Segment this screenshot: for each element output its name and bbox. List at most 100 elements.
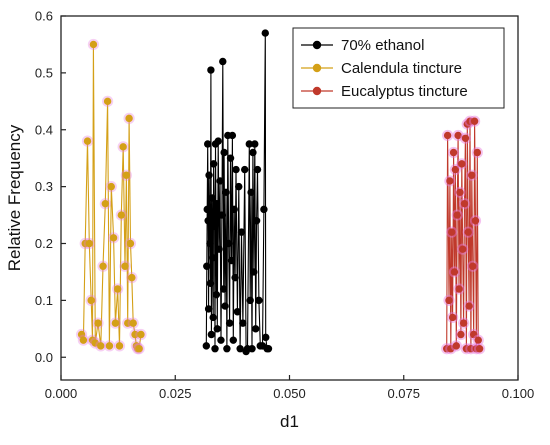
data-point [137,330,145,339]
data-point [211,345,219,353]
data-point [460,199,469,208]
data-point [225,239,233,248]
data-point [459,245,467,253]
data-point [125,114,133,123]
data-point [213,199,221,208]
data-point [131,330,139,339]
data-point [247,188,255,197]
series-line [81,43,142,350]
data-point [94,319,102,327]
data-point [229,336,237,344]
data-point [445,296,453,305]
x-tick-label: 0.050 [273,386,306,401]
data-point [450,268,459,276]
data-point [91,339,99,347]
data-point [217,336,225,344]
y-tick-label: 0.4 [35,122,53,137]
data-point [223,345,231,353]
series-3 [441,115,486,355]
data-point [135,345,143,353]
data-point [227,256,236,265]
data-point [469,330,478,339]
y-tick-label: 0.2 [35,236,53,251]
data-point [219,285,228,293]
data-point [253,165,262,174]
data-point [448,313,457,322]
data-point [209,313,217,322]
data-point [471,217,480,225]
data-point [85,239,94,248]
data-point [83,137,92,145]
data-point [226,154,235,162]
series-2 [75,38,147,355]
y-tick-label: 0.3 [35,179,53,194]
data-point [233,308,242,316]
data-point [255,296,263,305]
legend-marker [312,86,322,96]
data-point [124,319,132,327]
legend-marker [312,40,322,50]
data-point [129,319,137,327]
data-point [117,211,126,219]
y-tick-label: 0.6 [35,9,53,24]
data-point [453,211,461,219]
data-point [121,262,129,270]
data-point [87,296,95,305]
data-point [212,290,221,299]
data-point [230,205,238,214]
data-point [204,305,213,313]
data-point [208,194,216,202]
data-point [204,217,212,225]
data-point [107,182,115,191]
data-point [475,345,484,353]
axis-ticks: 0.000 0.025 0.050 0.075 0.100 0.0 0.1 0.2 0.3 0.4… [35,9,534,402]
data-point [105,342,114,350]
data-point [210,222,219,231]
legend: 70% ethanol Calendula tincture Eucalyptus … [292,27,505,109]
data-point [474,336,482,344]
data-point [206,239,214,248]
data-point [220,148,228,157]
data-point [222,188,230,197]
y-tick-label: 0.5 [35,65,53,80]
data-point [209,254,217,262]
data-point [205,171,213,179]
data-point [214,137,222,145]
data-point [447,345,455,353]
data-point [231,273,239,282]
data-point [461,134,470,142]
data-point [456,188,464,197]
data-point [468,171,476,179]
data-point [203,140,212,148]
data-point [469,262,477,270]
data-point [446,177,454,185]
x-tick-label: 0.100 [502,386,535,401]
data-point [216,177,224,185]
data-point [228,131,237,140]
data-point [218,211,226,219]
data-point [264,345,273,353]
data-point [448,228,456,236]
data-point [443,131,452,140]
legend-item: Eucalyptus tincture [301,83,468,100]
data-point [248,345,256,353]
data-point [115,342,124,350]
data-point [111,319,120,327]
data-point [261,29,269,37]
data-point [260,205,268,214]
data-point [109,234,118,242]
data-point [206,279,215,288]
data-point [221,302,229,310]
data-point [465,302,473,310]
data-point [202,342,211,350]
data-point [213,325,221,333]
data-point [128,273,136,282]
data-point [235,182,243,191]
legend-item: Calendula tincture [301,60,462,77]
data-point [246,296,254,305]
data-point [203,262,211,270]
data-point [451,165,460,174]
data-point [252,217,261,225]
data-point [215,245,223,253]
data-point [236,345,244,353]
